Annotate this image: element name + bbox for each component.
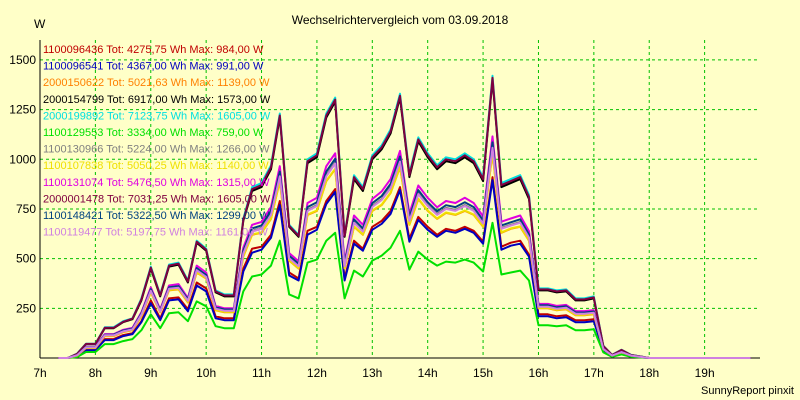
legend-entry-2: 1100096541 Tot: 4367,00 Wh Max: 991,00 W bbox=[43, 61, 264, 73]
legend-entry-9: 1100131074 Tot: 5476,50 Wh Max: 1315,00 … bbox=[43, 177, 270, 189]
x-tick-label: 7h bbox=[33, 366, 46, 380]
x-tick-label: 17h bbox=[584, 366, 604, 380]
x-tick-label: 10h bbox=[196, 366, 216, 380]
legend-entry-8: 1100107838 Tot: 5050,25 Wh Max: 1140,00 … bbox=[43, 160, 269, 172]
legend-entry-7: 1100130966 Tot: 5224,00 Wh Max: 1266,00 … bbox=[43, 144, 270, 156]
legend-entry-11: 1100148421 Tot: 5322,50 Wh Max: 1299,00 … bbox=[43, 210, 270, 222]
y-tick-label: 1250 bbox=[9, 103, 36, 117]
legend-entry-6: 1100129553 Tot: 3334,00 Wh Max: 759,00 W bbox=[43, 127, 264, 139]
y-tick-label: 250 bbox=[16, 301, 36, 315]
x-tick-label: 16h bbox=[528, 366, 548, 380]
y-tick-label: 750 bbox=[16, 202, 36, 216]
axes: 7h 8h 9h 10h 11h 12h 13h 14h 15h 16h 17h 18h 19h 250 5… bbox=[9, 40, 760, 380]
x-tick-label: 18h bbox=[639, 366, 659, 380]
x-tick-label: 8h bbox=[89, 366, 102, 380]
x-tick-label: 13h bbox=[362, 366, 382, 380]
y-tick-label: 1500 bbox=[9, 53, 36, 67]
legend-entry-10: 2000001478 Tot: 7031,25 Wh Max: 1605,00 … bbox=[43, 193, 271, 205]
x-tick-label: 15h bbox=[473, 366, 493, 380]
y-tick-label: 1000 bbox=[9, 152, 36, 166]
legend-entry-12: 1100119477 Tot: 5197,75 Wh Max: 1161,00 … bbox=[43, 227, 268, 239]
x-tick-label: 11h bbox=[252, 366, 271, 380]
x-tick-label: 9h bbox=[144, 366, 157, 380]
legend: 1100096436 Tot: 4275,75 Wh Max: 984,00 W… bbox=[43, 44, 271, 239]
legend-entry-1: 1100096436 Tot: 4275,75 Wh Max: 984,00 W bbox=[43, 44, 264, 56]
y-axis-label: W bbox=[34, 17, 46, 31]
series-lines bbox=[58, 74, 751, 359]
legend-entry-4: 2000154799 Tot: 6917,00 Wh Max: 1573,00 … bbox=[43, 94, 271, 106]
series-line-12 bbox=[58, 146, 751, 359]
legend-entry-3: 2000150622 Tot: 5021,63 Wh Max: 1139,00 … bbox=[43, 77, 270, 89]
legend-entry-5: 2000199892 Tot: 7123,75 Wh Max: 1605,00 … bbox=[43, 110, 271, 122]
x-tick-label: 14h bbox=[418, 366, 438, 380]
x-tick-label: 12h bbox=[307, 366, 327, 380]
chart-title: Wechselrichtervergleich vom 03.09.2018 bbox=[292, 13, 509, 27]
y-tick-label: 500 bbox=[16, 252, 36, 266]
x-tick-label: 19h bbox=[695, 366, 715, 380]
footer-text: SunnyReport pinxit bbox=[701, 385, 794, 397]
